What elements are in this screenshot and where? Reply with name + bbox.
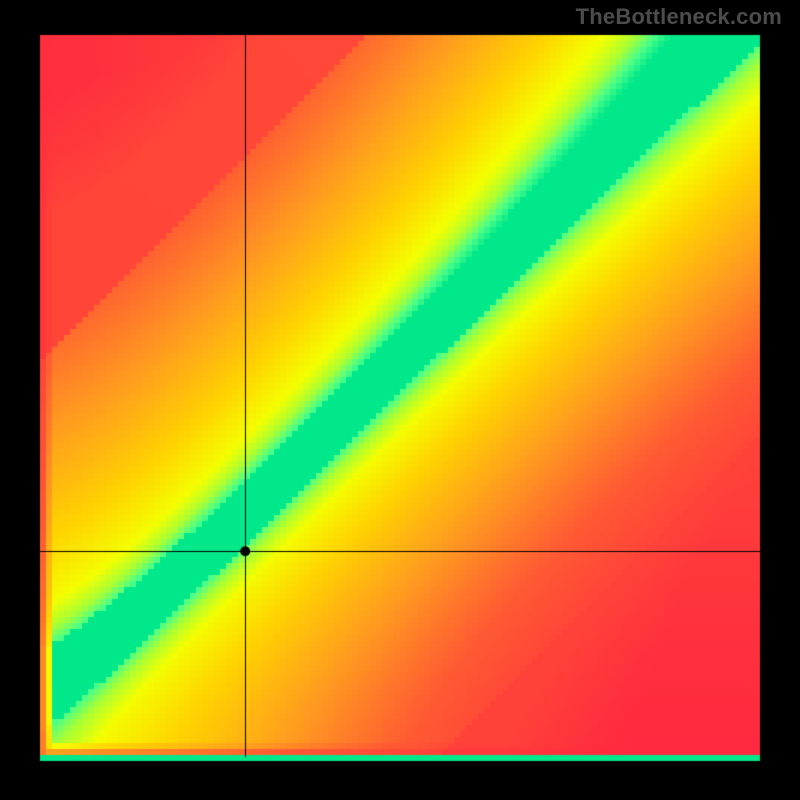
watermark-text: TheBottleneck.com [576,4,782,30]
chart-container: TheBottleneck.com [0,0,800,800]
bottleneck-heatmap [0,0,800,800]
